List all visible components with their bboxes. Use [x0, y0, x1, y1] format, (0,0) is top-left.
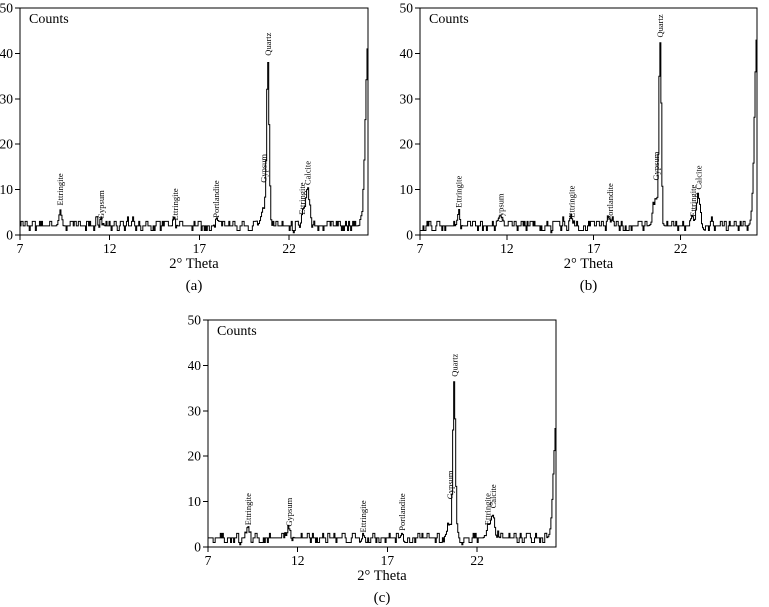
- peak-label-quartz: Quartz: [449, 353, 459, 376]
- y-tick-label: 20: [188, 449, 201, 464]
- peak-label-calcite: Calcite: [693, 165, 703, 189]
- peak-label-ettringite: Ettringite: [567, 185, 577, 217]
- x-tick-label: 22: [674, 241, 688, 256]
- y-tick-label: 40: [0, 46, 13, 61]
- x-tick-label: 12: [103, 241, 117, 256]
- y-tick-label: 10: [400, 182, 414, 197]
- y-tick-label: 10: [188, 494, 201, 509]
- x-tick-label: 7: [17, 241, 24, 256]
- plot-frame: [19, 7, 369, 236]
- xrd-chart-c: 7 12 17 22 0 10 20 30 40 50 Ettringite Gypsum Ettrin…: [188, 313, 557, 568]
- xrd-trace: [420, 26, 757, 234]
- x-tick-label: 17: [587, 241, 601, 256]
- panel-b: 7 12 17 22 0 10 20 30 40 50 Ettringite Gypsum Ettrin…: [387, 0, 769, 300]
- peak-label-gypsum: Gypsum: [259, 154, 269, 183]
- peak-label-gypsum: Gypsum: [284, 497, 294, 526]
- y-tick-label: 0: [194, 540, 201, 555]
- peak-label-portlandite: Portlandite: [605, 183, 615, 221]
- peak-label-gypsum: Gypsum: [96, 190, 106, 219]
- x-tick-label: 22: [470, 553, 484, 568]
- x-axis-title: 2° Theta: [169, 256, 219, 272]
- x-tick-label: 7: [417, 241, 424, 256]
- x-axis-title: 2° Theta: [357, 568, 407, 584]
- y-tick-label: 30: [0, 91, 13, 106]
- panel-caption-b: (b): [579, 278, 598, 294]
- panel-caption-c: (c): [373, 590, 391, 606]
- y-tick-label: 50: [400, 1, 414, 16]
- peak-label-gypsum: Gypsum: [495, 193, 505, 222]
- xrd-trace: [208, 381, 556, 546]
- peak-label-quartz: Quartz: [655, 14, 665, 37]
- x-tick-label: 7: [205, 553, 212, 568]
- panel-caption-a: (a): [185, 278, 203, 294]
- peak-label-gypsum: Gypsum: [445, 470, 455, 499]
- xrd-chart-b: 7 12 17 22 0 10 20 30 40 50 Ettringite Gypsum Ettrin…: [400, 1, 758, 256]
- peak-label-ettringite: Ettringite: [243, 493, 253, 525]
- peak-label-ettringite: Ettringite: [170, 188, 180, 220]
- plot-frame: [207, 319, 557, 548]
- plot-frame: [419, 7, 758, 236]
- peak-label-ettringite: Ettringite: [688, 184, 698, 216]
- panel-a: 7 12 17 22 0 10 20 30 40 50 Ettringite Gypsum Ettrin…: [0, 0, 380, 300]
- peak-label-calcite: Calcite: [488, 484, 498, 508]
- y-tick-label: 50: [188, 313, 201, 328]
- counts-label: Counts: [217, 324, 257, 339]
- y-tick-label: 40: [400, 46, 414, 61]
- counts-label: Counts: [429, 12, 469, 27]
- xrd-trace: [20, 35, 368, 234]
- x-tick-label: 12: [291, 553, 305, 568]
- y-tick-label: 30: [400, 91, 414, 106]
- peak-label-ettringite: Ettringite: [297, 182, 307, 214]
- peak-label-ettringite: Ettringite: [482, 493, 492, 525]
- peak-label-calcite: Calcite: [303, 161, 313, 185]
- y-tick-label: 30: [188, 403, 201, 418]
- x-tick-label: 22: [282, 241, 296, 256]
- peak-label-portlandite: Portlandite: [211, 180, 221, 218]
- x-tick-label: 17: [193, 241, 207, 256]
- y-tick-label: 0: [406, 228, 413, 243]
- y-tick-label: 20: [0, 137, 13, 152]
- y-tick-label: 40: [188, 358, 201, 373]
- x-tick-label: 17: [381, 553, 395, 568]
- y-tick-label: 0: [6, 228, 13, 243]
- panel-c: 7 12 17 22 0 10 20 30 40 50 Ettringite Gypsum Ettrin…: [188, 307, 568, 607]
- peak-label-quartz: Quartz: [263, 32, 273, 55]
- x-axis-title: 2° Theta: [563, 256, 614, 272]
- peak-label-gypsum: Gypsum: [651, 151, 661, 180]
- peak-label-ettringite: Ettringite: [55, 173, 65, 205]
- y-tick-label: 50: [0, 1, 13, 16]
- counts-label: Counts: [29, 12, 69, 27]
- x-tick-label: 12: [500, 241, 514, 256]
- y-tick-label: 10: [0, 182, 13, 197]
- y-tick-label: 20: [400, 137, 414, 152]
- xrd-chart-a: 7 12 17 22 0 10 20 30 40 50 Ettringite Gypsum Ettrin…: [0, 1, 369, 256]
- peak-label-ettringite: Ettringite: [454, 175, 464, 207]
- peak-label-portlandite: Portlandite: [397, 493, 407, 531]
- peak-label-ettringite: Ettringite: [358, 500, 368, 532]
